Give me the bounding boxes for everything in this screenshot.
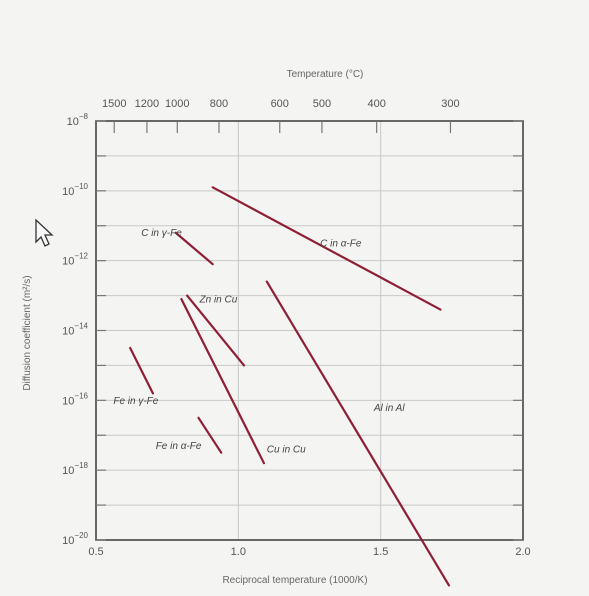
top-tick-label: 1000 xyxy=(165,98,189,110)
y-tick-label: 10−14 xyxy=(62,322,88,338)
series-label: Fe in α-Fe xyxy=(156,441,202,452)
series-line xyxy=(211,186,442,311)
top-tick-label: 1500 xyxy=(102,98,126,110)
x-axis-title: Reciprocal temperature (1000/K) xyxy=(222,575,367,586)
series-line xyxy=(185,294,246,367)
cursor-icon xyxy=(35,218,54,247)
series-label: Cu in Cu xyxy=(267,445,306,456)
y-tick-exponent: −8 xyxy=(79,112,89,121)
series-label: Al in Al xyxy=(373,403,406,414)
series-label: Zn in Cu xyxy=(199,295,238,306)
y-tick-base: 10 xyxy=(62,256,74,268)
y-tick-base: 10 xyxy=(62,326,74,338)
y-tick-base: 10 xyxy=(67,116,79,128)
y-tick-exponent: −16 xyxy=(74,391,88,400)
series-line xyxy=(265,280,451,587)
x-tick-label: 0.5 xyxy=(88,546,103,558)
x-tick-label: 1.0 xyxy=(231,546,246,558)
series-line xyxy=(174,231,214,266)
y-tick-base: 10 xyxy=(62,186,74,198)
y-tick-base: 10 xyxy=(62,465,74,477)
y-tick-label: 10−20 xyxy=(62,531,88,547)
series-label: Fe in γ-Fe xyxy=(113,396,158,407)
axis-ticks xyxy=(96,120,523,541)
series-line xyxy=(129,346,155,395)
y-axis-title: Diffusion coefficient (m²/s) xyxy=(22,275,33,390)
y-tick-label: 10−12 xyxy=(62,252,88,268)
y-tick-label: 10−16 xyxy=(62,391,88,407)
series-line xyxy=(180,297,266,465)
series-lines xyxy=(129,186,451,587)
y-tick-label: 10−8 xyxy=(67,112,89,128)
axis-labels: 0.5 1.0 1.5 2.010−810−1010−1210−1410−1610−1… xyxy=(62,98,530,558)
y-tick-exponent: −12 xyxy=(74,252,88,261)
top-tick-label: 400 xyxy=(367,98,385,110)
y-tick-exponent: −10 xyxy=(74,182,88,191)
y-tick-label: 10−10 xyxy=(62,182,88,198)
top-tick-label: 600 xyxy=(271,98,289,110)
y-tick-label: 10−18 xyxy=(62,461,88,477)
x-tick-label: 1.5 xyxy=(373,546,388,558)
top-axis-title: Temperature (°C) xyxy=(287,69,364,80)
series-label: C in α-Fe xyxy=(320,239,362,250)
top-tick-label: 300 xyxy=(441,98,459,110)
y-tick-exponent: −18 xyxy=(74,461,88,470)
top-tick-label: 1200 xyxy=(135,98,159,110)
y-tick-exponent: −14 xyxy=(74,322,88,331)
y-tick-base: 10 xyxy=(62,395,74,407)
series-label: C in γ-Fe xyxy=(141,228,182,239)
x-tick-label: 2.0 xyxy=(515,546,530,558)
top-tick-label: 500 xyxy=(313,98,331,110)
y-tick-base: 10 xyxy=(62,535,74,547)
top-tick-label: 800 xyxy=(210,98,228,110)
series-line xyxy=(197,416,223,454)
y-tick-exponent: −20 xyxy=(74,531,88,540)
